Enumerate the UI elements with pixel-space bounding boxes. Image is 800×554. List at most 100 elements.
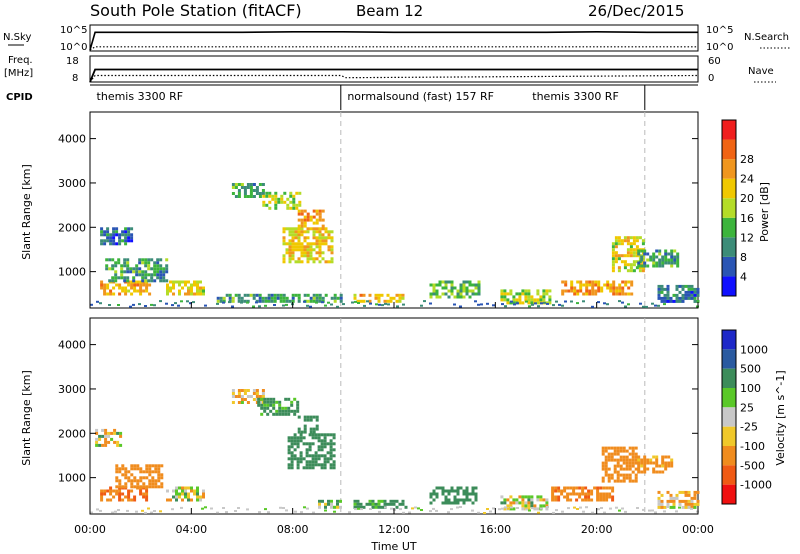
velocity-plot-cell (590, 492, 594, 496)
power-plot-cell (330, 248, 334, 252)
power-plot-cell (438, 280, 442, 284)
power-plot-cell (100, 239, 104, 243)
velocity-plot-cell (119, 431, 123, 435)
power-plot-cell (255, 189, 259, 192)
power-plot-ground-cell (129, 305, 132, 308)
velocity-plot-cell (107, 440, 111, 444)
velocity-plot-cell (545, 501, 549, 505)
power-plot-cell (130, 239, 134, 243)
power-plot-cell (641, 254, 645, 258)
nave-top-tick: 60 (708, 56, 721, 67)
power-plot-cell (127, 283, 131, 287)
velocity-plot-cell (139, 492, 143, 496)
power-plot-cell (196, 280, 199, 284)
power-plot-cell (447, 289, 451, 293)
power-plot-cell (288, 230, 292, 234)
velocity-plot-cell (332, 466, 336, 470)
power-plot-cell (606, 283, 610, 287)
velocity-plot-cell (607, 455, 611, 459)
power-plot-cell (624, 283, 628, 287)
velocity-plot-cell (602, 492, 606, 496)
velocity-plot-cell (261, 392, 265, 395)
velocity-plot-cell (593, 486, 597, 490)
velocity-plot-cell (625, 449, 629, 453)
velocity-plot-cell (329, 448, 333, 452)
velocity-plot-ground-cell (384, 506, 387, 509)
velocity-plot-cell (696, 490, 700, 494)
velocity-plot-ground-cell (204, 506, 207, 509)
velocity-plot-cell (323, 445, 327, 449)
power-plot-ground-cell (510, 300, 513, 303)
velocity-plot-cell (631, 479, 635, 483)
power-plot-ground-cell (204, 304, 207, 307)
nsky-plot (89, 30, 698, 51)
power-plot-cell (432, 286, 436, 290)
power-plot-ground-cell (186, 300, 189, 303)
velocity-plot-cell (353, 505, 357, 509)
power-plot-cell (658, 258, 662, 262)
power-plot-cell (262, 200, 266, 204)
velocity-plot-cell (640, 461, 644, 465)
velocity-plot-cell (104, 443, 108, 447)
power-plot-cell (630, 283, 634, 287)
power-plot-cell (297, 257, 301, 261)
power-plot-cell (318, 245, 322, 249)
velocity-plot-cell (681, 490, 685, 494)
power-plot-cell (288, 260, 292, 264)
velocity-plot-cell (578, 492, 582, 496)
velocity-plot-ground-cell (429, 510, 432, 513)
power-plot-cell (144, 261, 148, 265)
velocity-plot-ground-cell (537, 511, 540, 514)
velocity-plot-cell (601, 452, 605, 456)
velocity-plot-cell (690, 499, 694, 503)
velocity-plot-cell (275, 412, 279, 416)
velocity-plot-cell (365, 502, 369, 506)
power-plot-cell (100, 227, 104, 231)
velocity-plot-cell (613, 470, 617, 474)
power-plot-cell (327, 233, 331, 237)
velocity-plot-cell (669, 505, 673, 509)
velocity-plot-cell (257, 400, 261, 404)
velocity-plot-ground-cell (621, 507, 624, 510)
velocity-plot-cell (311, 433, 315, 437)
power-plot-cell (330, 296, 334, 300)
power-plot-cell (279, 293, 283, 297)
velocity-plot-cell (608, 492, 612, 496)
power-plot-cell (666, 293, 670, 297)
power-plot-cell (312, 299, 316, 303)
velocity-plot-cell (604, 458, 608, 462)
velocity-plot-ground-cell (144, 511, 147, 514)
power-plot-cell (112, 236, 116, 240)
power-plot-cell (309, 251, 313, 255)
power-plot-cell (318, 212, 322, 216)
power-plot-cell (321, 209, 325, 213)
velocity-plot-cell (154, 464, 158, 468)
power-plot-cell (231, 192, 235, 195)
velocity-plot-cell (450, 489, 454, 493)
power-plot-cell (124, 239, 128, 243)
power-plot-cell (268, 194, 272, 198)
velocity-plot-cell (631, 461, 635, 465)
velocity-plot-cell (332, 460, 336, 464)
power-plot-cell (530, 298, 534, 302)
velocity-plot-ground-cell (663, 510, 666, 513)
power-plot-cell (114, 276, 118, 280)
velocity-plot-cell (133, 495, 137, 499)
velocity-plot-cell (669, 496, 673, 500)
velocity-plot-cell (160, 473, 164, 477)
velocity-plot-cell (474, 486, 478, 490)
power-plot-cell (617, 242, 621, 246)
velocity-plot-cell (118, 489, 122, 493)
power-plot-cell (277, 197, 281, 201)
velocity-plot-cell (184, 489, 187, 493)
power-plot-cell (447, 295, 451, 299)
power-plot-cell (327, 260, 331, 264)
velocity-plot-cell (330, 505, 333, 509)
power-plot-cell (147, 279, 151, 283)
velocity-plot-cell (326, 460, 330, 464)
power-plot-cell (652, 258, 656, 262)
power-plot-cell (181, 280, 184, 284)
velocity-plot-ground-cell (159, 510, 162, 513)
power-plot-cell (667, 261, 671, 265)
velocity-plot-cell (551, 492, 555, 496)
